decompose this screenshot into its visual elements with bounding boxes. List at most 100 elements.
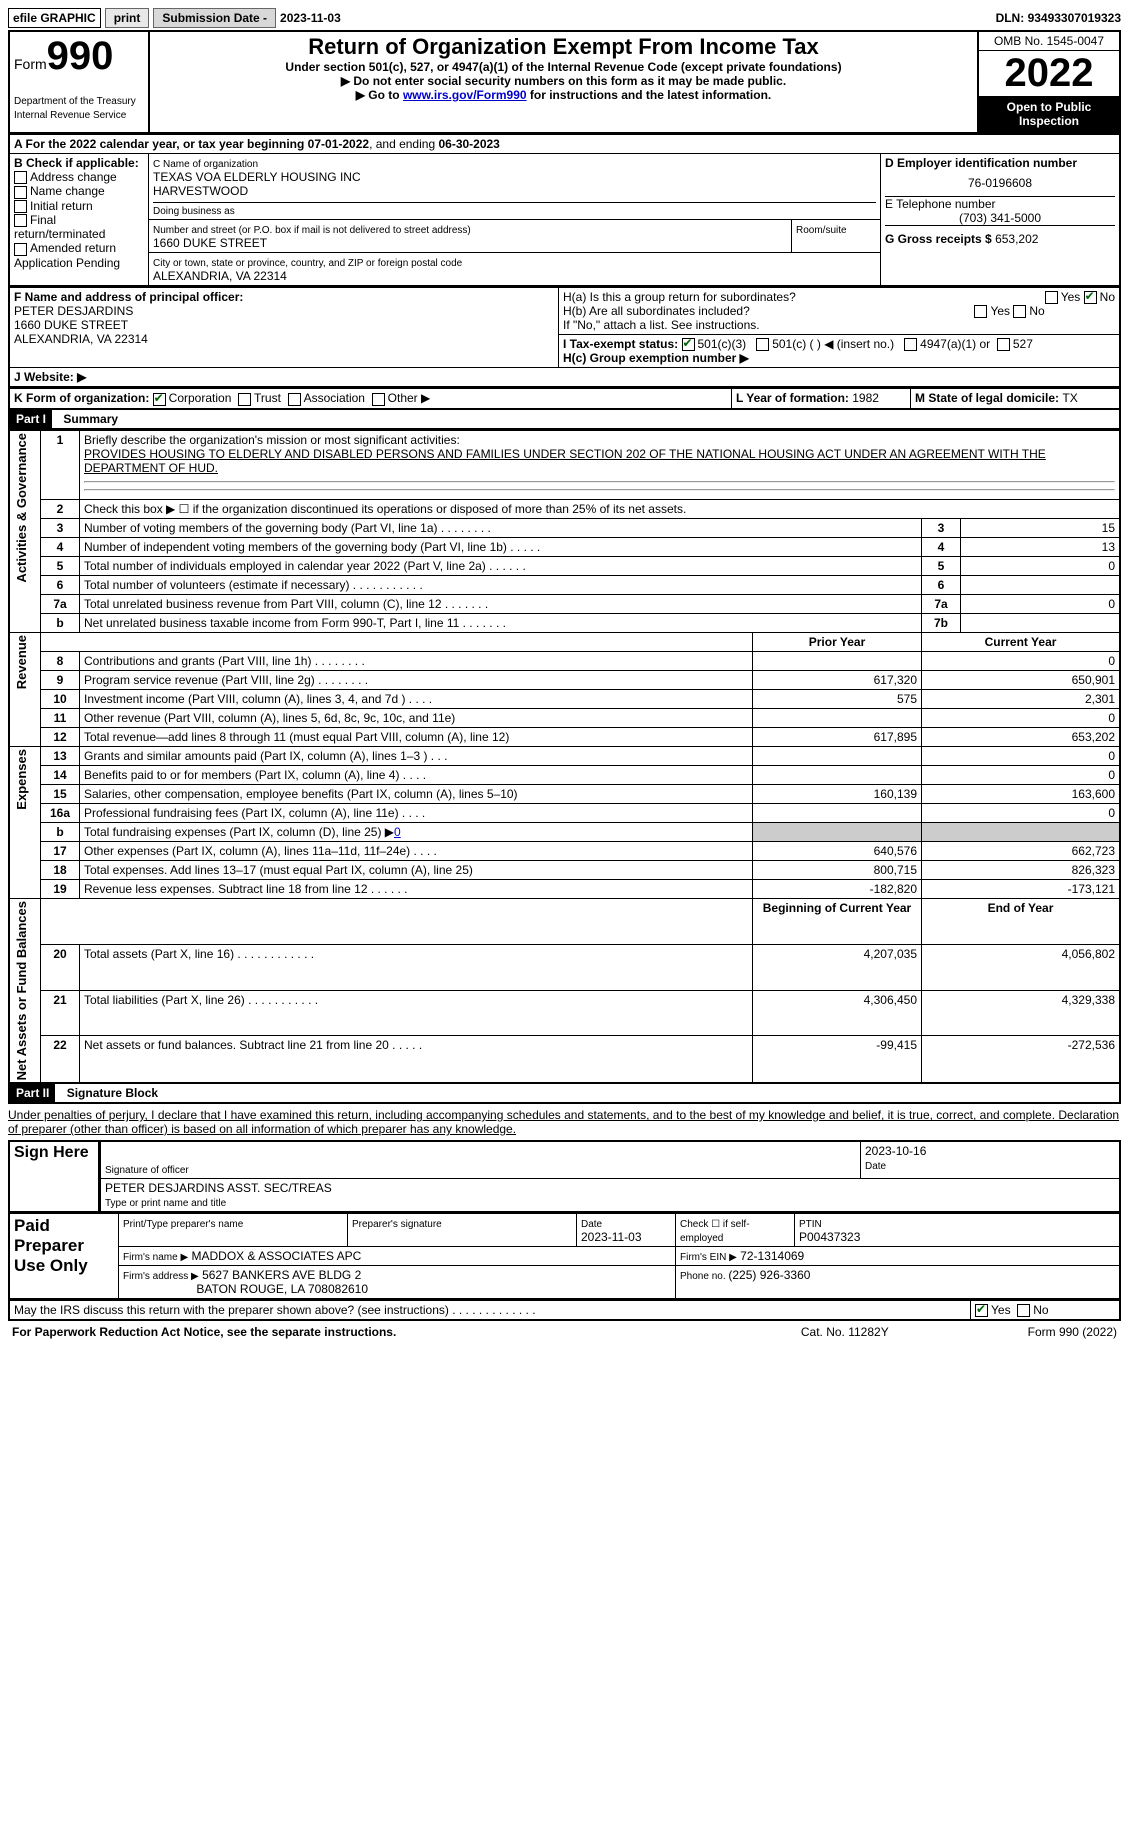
hb-yes-checkbox[interactable] <box>974 305 987 318</box>
line11-text: Other revenue (Part VIII, column (A), li… <box>80 708 753 727</box>
discuss-no-checkbox[interactable] <box>1017 1304 1030 1317</box>
line20-cy: 4,056,802 <box>922 944 1121 990</box>
goto-prefix: ▶ Go to <box>356 88 403 102</box>
form-title: Return of Organization Exempt From Incom… <box>154 34 973 60</box>
part-i-label: Part I <box>10 410 52 428</box>
section-netassets: Net Assets or Fund Balances <box>14 901 29 1080</box>
sig-date-value: 2023-10-16 <box>865 1144 926 1158</box>
line-k-label: K Form of organization: <box>14 391 149 405</box>
line22-cy: -272,536 <box>922 1036 1121 1083</box>
line3-text: Number of voting members of the governin… <box>80 518 922 537</box>
final-return-label: Final return/terminated <box>14 213 105 241</box>
paid-preparer-label: Paid Preparer Use Only <box>9 1214 119 1300</box>
website-label: J Website: ▶ <box>14 370 86 384</box>
line20-text: Total assets (Part X, line 16) . . . . .… <box>80 944 753 990</box>
line8-py <box>753 651 922 670</box>
dln-label: DLN: <box>996 11 1028 25</box>
firm-ein-label: Firm's EIN ▶ <box>680 1252 737 1263</box>
line3-value: 15 <box>961 518 1121 537</box>
other-checkbox[interactable] <box>372 393 385 406</box>
line8-text: Contributions and grants (Part VIII, lin… <box>80 651 753 670</box>
line16a-cy: 0 <box>922 803 1121 822</box>
line15-text: Salaries, other compensation, employee b… <box>80 784 753 803</box>
submission-date: 2023-11-03 <box>280 11 341 25</box>
line16a-py <box>753 803 922 822</box>
amended-checkbox[interactable] <box>14 243 27 256</box>
line20-py: 4,207,035 <box>753 944 922 990</box>
line12-py: 617,895 <box>753 727 922 746</box>
4947-checkbox[interactable] <box>904 338 917 351</box>
section-expenses: Expenses <box>14 749 29 810</box>
amended-label: Amended return <box>30 241 116 255</box>
firm-ein: 72-1314069 <box>740 1249 804 1263</box>
beg-year-hdr: Beginning of Current Year <box>753 898 922 944</box>
line5-text: Total number of individuals employed in … <box>80 556 922 575</box>
hb-no: No <box>1029 304 1044 318</box>
line7a-value: 0 <box>961 594 1121 613</box>
ha-yes-checkbox[interactable] <box>1045 291 1058 304</box>
ptin-label: PTIN <box>799 1219 822 1230</box>
self-emp-label: Check ☐ if self-employed <box>680 1219 750 1244</box>
line7b-text: Net unrelated business taxable income fr… <box>80 613 922 632</box>
section-revenue: Revenue <box>14 635 29 689</box>
irs-link[interactable]: www.irs.gov/Form990 <box>403 88 527 102</box>
corp-label: Corporation <box>169 391 232 405</box>
typed-label: Type or print name and title <box>105 1198 226 1209</box>
line9-cy: 650,901 <box>922 670 1121 689</box>
addr-change-label: Address change <box>30 170 117 184</box>
print-button[interactable]: print <box>105 8 150 28</box>
hb-yes: Yes <box>990 304 1010 318</box>
org-name-2: HARVESTWOOD <box>153 184 248 198</box>
year-formation: 1982 <box>852 391 879 405</box>
line10-py: 575 <box>753 689 922 708</box>
trust-label: Trust <box>254 391 281 405</box>
line18-text: Total expenses. Add lines 13–17 (must eq… <box>80 860 753 879</box>
line22-text: Net assets or fund balances. Subtract li… <box>80 1036 753 1083</box>
line12-cy: 653,202 <box>922 727 1121 746</box>
form-number: 990 <box>47 34 114 78</box>
line9-py: 617,320 <box>753 670 922 689</box>
line16b-value: 0 <box>394 825 401 839</box>
discuss-row: May the IRS discuss this return with the… <box>8 1300 1121 1321</box>
line19-text: Revenue less expenses. Subtract line 18 … <box>80 879 753 898</box>
city-value: ALEXANDRIA, VA 22314 <box>153 269 287 283</box>
name-change-checkbox[interactable] <box>14 186 27 199</box>
phone-label: E Telephone number <box>885 197 996 211</box>
preparer-name-label: Print/Type preparer's name <box>123 1219 243 1230</box>
org-name-1: TEXAS VOA ELDERLY HOUSING INC <box>153 170 361 184</box>
line10-text: Investment income (Part VIII, column (A)… <box>80 689 753 708</box>
ha-no-checkbox[interactable] <box>1084 291 1097 304</box>
527-checkbox[interactable] <box>997 338 1010 351</box>
corp-checkbox[interactable] <box>153 393 166 406</box>
discuss-yes-checkbox[interactable] <box>975 1304 988 1317</box>
officer-name: PETER DESJARDINS <box>14 304 133 318</box>
street-label: Number and street (or P.O. box if mail i… <box>153 225 471 236</box>
assoc-checkbox[interactable] <box>288 393 301 406</box>
app-pending-label: Application Pending <box>14 256 120 270</box>
line11-cy: 0 <box>922 708 1121 727</box>
501c3-checkbox[interactable] <box>682 338 695 351</box>
line1-label: Briefly describe the organization's miss… <box>84 433 460 447</box>
line21-text: Total liabilities (Part X, line 26) . . … <box>80 990 753 1036</box>
line21-py: 4,306,450 <box>753 990 922 1036</box>
line5-value: 0 <box>961 556 1121 575</box>
527-label: 527 <box>1013 337 1033 351</box>
final-return-checkbox[interactable] <box>14 214 27 227</box>
open-inspection: Open to Public Inspection <box>979 96 1119 132</box>
ha-no: No <box>1100 290 1115 304</box>
initial-return-checkbox[interactable] <box>14 200 27 213</box>
line6-text: Total number of volunteers (estimate if … <box>80 575 922 594</box>
sig-officer-label: Signature of officer <box>105 1165 189 1176</box>
501c-checkbox[interactable] <box>756 338 769 351</box>
summary-table: Activities & Governance 1 Briefly descri… <box>8 430 1121 1084</box>
officer-block: F Name and address of principal officer:… <box>8 287 1121 388</box>
paid-preparer-table: Paid Preparer Use Only Print/Type prepar… <box>8 1213 1121 1300</box>
trust-checkbox[interactable] <box>238 393 251 406</box>
tax-year: 2022 <box>979 51 1119 96</box>
section-b-header: B Check if applicable: <box>14 156 139 170</box>
addr-change-checkbox[interactable] <box>14 171 27 184</box>
firm-addr1: 5627 BANKERS AVE BLDG 2 <box>202 1268 361 1282</box>
firm-name-label: Firm's name ▶ <box>123 1252 188 1263</box>
treasury-dept: Department of the Treasury <box>14 96 136 107</box>
hb-no-checkbox[interactable] <box>1013 305 1026 318</box>
